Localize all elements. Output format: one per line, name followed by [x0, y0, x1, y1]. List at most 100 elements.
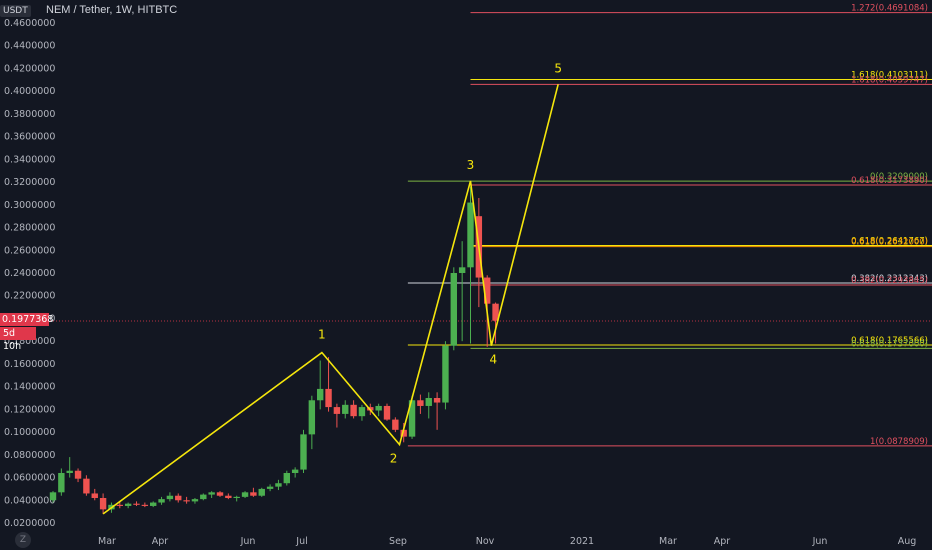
candle-down [433, 398, 441, 403]
fib-level-label: 0.618(0.2632000) [851, 238, 928, 248]
wave-label: 2 [390, 452, 398, 466]
candle-up [342, 404, 349, 414]
candle-up [467, 202, 474, 268]
candle-down [175, 495, 182, 501]
y-tick-label: 0.1800000 [4, 336, 55, 347]
candle-down [333, 407, 341, 414]
fib-level-label: 1.272(0.4691084) [851, 4, 928, 14]
x-tick-label: Mar [98, 536, 116, 547]
candle-down [116, 504, 123, 506]
candle-up [158, 499, 165, 503]
candle-up [150, 502, 157, 506]
elliott-wave-line [102, 84, 559, 515]
fib-level-label: 0.618(0.1765566) [851, 336, 928, 346]
y-tick-label: 0.0200000 [4, 518, 55, 529]
candle-up [200, 494, 207, 500]
candle-up [208, 492, 215, 495]
candle-down [83, 478, 90, 494]
fib-level-label: 1.618(0.4059747) [851, 75, 928, 85]
candle-up [49, 492, 57, 501]
fib-level-label: 0.382(0.2312343) [851, 274, 928, 284]
y-tick-label: 0.3200000 [4, 177, 55, 188]
candle-down [350, 404, 357, 417]
fib-level-label: 0(0.3209000) [870, 172, 928, 182]
candle-up [300, 434, 307, 470]
y-tick-label: 0.0400000 [4, 495, 55, 506]
y-tick-label: 0.0600000 [4, 473, 55, 484]
candle-down [133, 503, 140, 505]
y-tick-label: 0.3000000 [4, 200, 55, 211]
fib-level-label: 0.618(0.2641767) [851, 237, 928, 247]
unit-label: USDT [0, 5, 31, 17]
candle-down [392, 419, 399, 430]
candle-down [225, 495, 232, 498]
candle-down [183, 500, 190, 502]
candle-down [325, 388, 332, 408]
y-tick-label: 0.0800000 [4, 450, 55, 461]
y-tick-label: 0.4000000 [4, 86, 55, 97]
candle-up [450, 273, 457, 346]
fib-level-label: 1(0.0878909) [870, 437, 928, 447]
candle-up [266, 486, 274, 489]
fib-level-label: 0.618(0.1737000) [851, 339, 928, 349]
y-tick-label: 0.1000000 [4, 427, 55, 438]
candle-down [417, 400, 424, 406]
wave-label: 5 [554, 61, 562, 75]
wave-label: 3 [467, 158, 475, 172]
x-tick-label: Apr [714, 536, 731, 547]
bar-countdown-tag: 5d 10h [0, 327, 36, 352]
y-tick-label: 0.2800000 [4, 223, 55, 234]
y-tick-label: 0.3400000 [4, 154, 55, 165]
candle-down [383, 405, 391, 420]
candle-up [458, 267, 466, 273]
x-tick-label: Nov [476, 536, 495, 547]
candle-up [358, 407, 366, 417]
y-tick-label: 0.2600000 [4, 245, 55, 256]
y-tick-label: 0.4200000 [4, 63, 55, 74]
candle-up [166, 495, 174, 500]
x-tick-label: Aug [898, 536, 917, 547]
candle-up [58, 473, 65, 493]
fib-level-label: 1.618(0.4103111) [851, 70, 928, 80]
y-tick-label: 0.4400000 [4, 41, 55, 52]
candle-up [442, 345, 449, 403]
candle-up [275, 483, 282, 487]
x-tick-label: Apr [152, 536, 169, 547]
candle-up [233, 496, 240, 498]
y-tick-label: 0.1400000 [4, 382, 55, 393]
candle-up [425, 398, 432, 406]
y-tick-label: 0.3800000 [4, 109, 55, 120]
x-tick-label: Jun [812, 536, 828, 547]
candle-down [492, 303, 499, 321]
wave-label: 1 [318, 328, 326, 342]
candle-up [291, 469, 299, 473]
candle-down [400, 429, 407, 437]
symbol-title[interactable]: NEM / Tether, 1W, HITBTC [46, 4, 178, 16]
y-tick-label: 0.1600000 [4, 359, 55, 370]
candle-up [66, 470, 73, 473]
last-price-tag: 0.1977368 [0, 313, 54, 326]
candle-up [124, 503, 132, 506]
candle-down [216, 492, 224, 496]
candle-down [99, 498, 107, 510]
candle-up [258, 488, 265, 496]
wave-label: 4 [490, 353, 498, 367]
candle-down [484, 277, 491, 304]
x-tick-label: Sep [389, 536, 407, 547]
candle-up [317, 388, 324, 401]
x-tick-label: Mar [659, 536, 677, 547]
y-tick-label: 0.4600000 [4, 18, 55, 29]
y-tick-label: 0.2200000 [4, 291, 55, 302]
candle-down [74, 470, 82, 479]
fib-level-label: 0.382(0.2293845) [851, 276, 928, 286]
fib-level-label: 0.618(0.3173890) [851, 176, 928, 186]
candle-up [283, 473, 290, 484]
candle-up [408, 400, 416, 437]
y-tick-label: 0.1200000 [4, 404, 55, 415]
timezone-button[interactable]: Z [15, 532, 31, 548]
candle-down [91, 493, 98, 498]
candle-up [375, 405, 382, 411]
y-tick-label: 0.2400000 [4, 268, 55, 279]
y-tick-label: 0.3600000 [4, 132, 55, 143]
